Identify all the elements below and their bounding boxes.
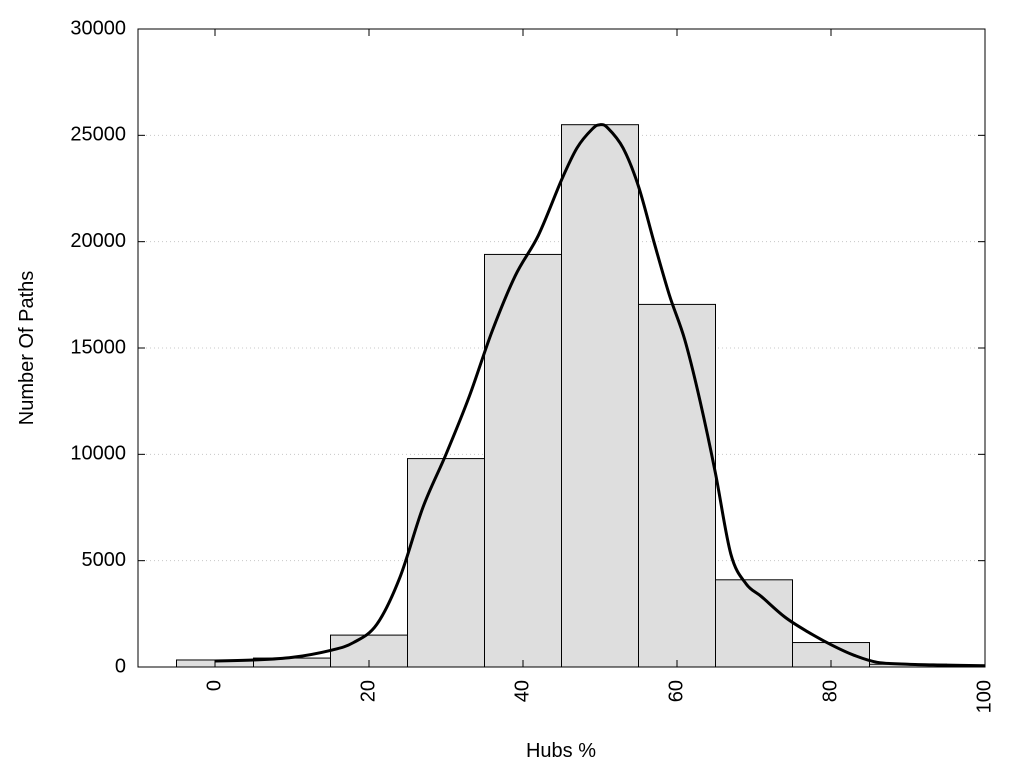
density-curve [214,123,986,668]
histogram-bar [561,124,639,668]
y-tick-label: 30000 [70,17,126,39]
density-curve-layer [214,123,986,668]
x-tick-label: 100 [973,680,995,713]
histogram-bar [407,458,485,668]
y-tick-label: 15000 [70,336,126,358]
x-tick-label: 80 [819,680,841,702]
x-tick-label: 40 [511,680,533,702]
y-tick-label: 10000 [70,443,126,465]
y-tick-label: 0 [115,655,126,677]
x-tick-label: 0 [203,680,225,691]
x-tick-label: 20 [357,680,379,702]
x-tick-label: 60 [665,680,687,702]
y-tick-label: 5000 [82,549,127,571]
y-tick-label: 20000 [70,230,126,252]
x-axis-label: Hubs % [526,740,596,762]
y-axis-label: Number Of Paths [16,271,38,426]
y-tick-label: 25000 [70,124,126,146]
histogram-bars [176,124,947,668]
y-axis-ticks: 0 5000 10000 15000 20000 25000 30000 [70,17,985,677]
histogram-bar [484,253,562,668]
x-axis-ticks: 0 20 40 60 80 100 [203,29,995,713]
histogram-bar [638,303,716,668]
